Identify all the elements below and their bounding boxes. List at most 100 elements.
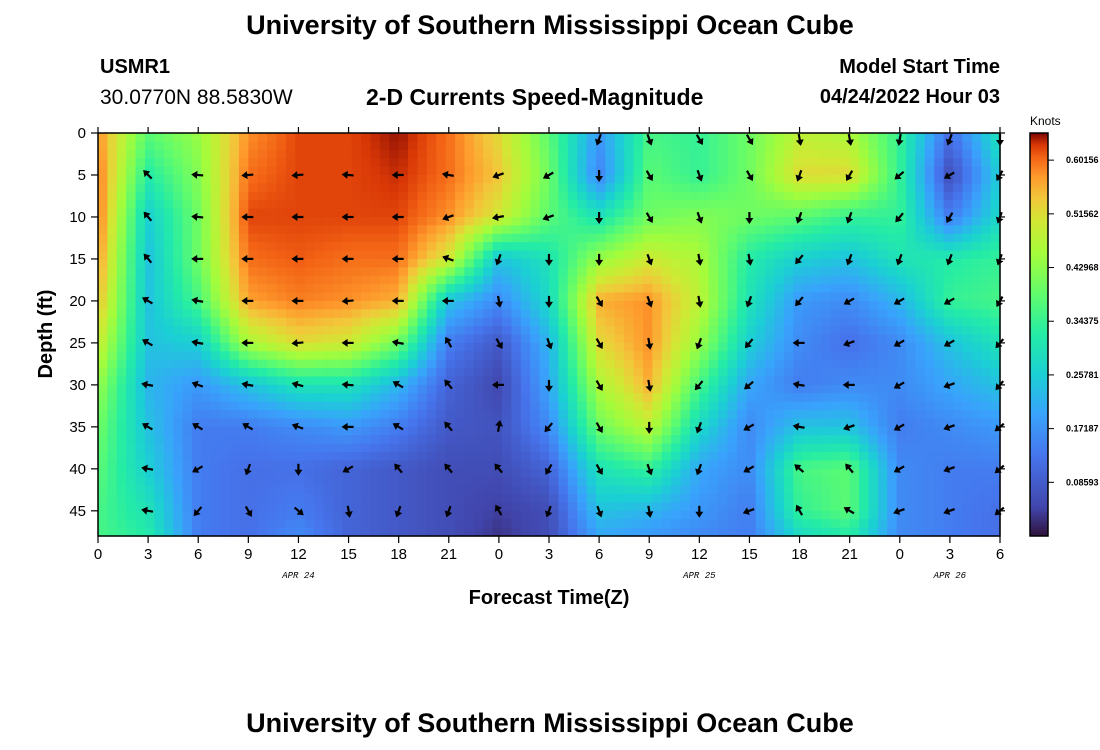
heatmap-cell [314,368,325,378]
heatmap-cell [558,183,569,193]
heatmap-cell [455,351,466,361]
heatmap-cell [342,250,353,260]
heatmap-cell [671,510,682,520]
current-arrow [444,463,453,474]
x-tick-label: 0 [94,546,102,563]
heatmap-cell [605,275,616,285]
heatmap-cell [567,477,578,487]
heatmap-cell [840,401,851,411]
heatmap-cell [614,477,625,487]
heatmap-cell [642,317,653,327]
heatmap-cell [455,342,466,352]
heatmap-cell [426,317,437,327]
heatmap-cell [924,410,935,420]
heatmap-cell [511,368,522,378]
heatmap-cell [680,384,691,394]
heatmap-cell [783,460,794,470]
heatmap-cell [520,368,531,378]
heatmap-cell [802,158,813,168]
heatmap-cell [492,216,503,226]
heatmap-cell [483,426,494,436]
heatmap-cell [464,300,475,310]
heatmap-cell [821,519,832,529]
heatmap-cell [417,426,428,436]
heatmap-cell [314,477,325,487]
heatmap-cell [229,359,240,369]
heatmap-cell [201,292,212,302]
heatmap-cell [530,233,541,243]
heatmap-cell [577,267,588,277]
heatmap-cell [520,309,531,319]
heatmap-cell [680,326,691,336]
heatmap-cell [332,300,343,310]
heatmap-cell [455,510,466,520]
heatmap-cell [934,284,945,294]
heatmap-cell [107,334,118,344]
heatmap-cell [285,468,296,478]
heatmap-cell [210,443,221,453]
current-arrow [595,463,604,475]
heatmap-cell [765,183,776,193]
heatmap-cell [652,334,663,344]
heatmap-cell [520,376,531,386]
heatmap-cell [144,468,155,478]
heatmap-cell [229,368,240,378]
heatmap-cell [887,334,898,344]
current-arrow [341,170,354,179]
heatmap-cell [163,326,174,336]
heatmap-cell [661,368,672,378]
heatmap-cell [727,359,738,369]
heatmap-cell [210,309,221,319]
heatmap-cell [229,233,240,243]
heatmap-cell [473,233,484,243]
heatmap-cell [116,452,127,462]
heatmap-cell [229,141,240,151]
heatmap-cell [633,250,644,260]
heatmap-cell [642,527,653,537]
heatmap-cell [821,326,832,336]
heatmap-cell [389,519,400,529]
heatmap-cell [718,519,729,529]
heatmap-cell [558,309,569,319]
heatmap-cell [859,158,870,168]
current-arrow [943,339,955,347]
heatmap-cell [934,384,945,394]
heatmap-cell [981,418,992,428]
heatmap-cell [558,393,569,403]
heatmap-cell [971,242,982,252]
heatmap-cell [859,275,870,285]
heatmap-cell [924,200,935,210]
heatmap-cell [295,334,306,344]
heatmap-cell [229,149,240,159]
heatmap-cell [558,191,569,201]
heatmap-cell [304,410,315,420]
heatmap-cell [98,502,108,512]
heatmap-cell [126,200,137,210]
heatmap-cell [774,174,785,184]
heatmap-cell [210,452,221,462]
heatmap-cell [549,208,559,218]
heatmap-cell [201,527,212,537]
heatmap-cell [257,242,268,252]
heatmap-cell [943,334,954,344]
heatmap-cell [267,191,278,201]
heatmap-cell [379,418,390,428]
heatmap-cell [342,200,353,210]
heatmap-cell [220,342,231,352]
heatmap-cell [614,292,625,302]
current-arrow [142,338,153,347]
heatmap-cell [727,275,738,285]
heatmap-cell [267,342,278,352]
heatmap-cell [267,460,278,470]
heatmap-cell [699,376,710,386]
heatmap-cell [379,292,390,302]
heatmap-cell [924,317,935,327]
heatmap-cell [699,284,710,294]
heatmap-cell [351,510,362,520]
heatmap-cell [502,284,513,294]
heatmap-cell [624,452,635,462]
heatmap-cell [708,317,719,327]
heatmap-cell [351,393,362,403]
heatmap-cell [98,326,108,336]
heatmap-cell [107,368,118,378]
